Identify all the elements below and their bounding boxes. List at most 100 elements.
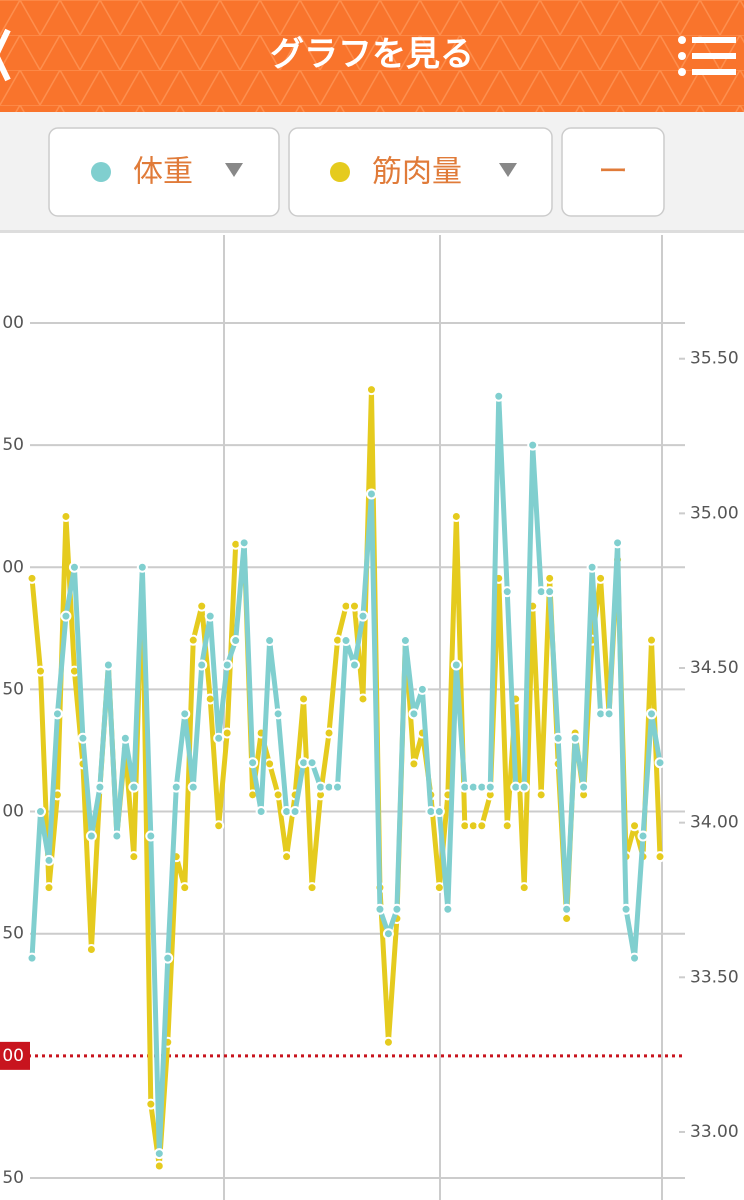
y2-tick-label: 33.00 bbox=[690, 1122, 739, 1142]
data-point bbox=[340, 635, 352, 647]
data-point bbox=[26, 952, 38, 964]
data-point bbox=[374, 903, 386, 915]
data-point bbox=[26, 572, 38, 584]
data-point bbox=[85, 830, 97, 842]
data-point bbox=[221, 727, 233, 739]
data-point bbox=[569, 732, 581, 744]
data-point bbox=[196, 659, 208, 671]
data-point bbox=[637, 830, 649, 842]
back-button[interactable] bbox=[0, 28, 11, 82]
data-point bbox=[145, 830, 157, 842]
data-point bbox=[501, 820, 513, 832]
data-point bbox=[586, 561, 598, 573]
data-point bbox=[544, 572, 556, 584]
data-point bbox=[204, 610, 216, 622]
y-tick-label: 50 bbox=[2, 679, 24, 699]
data-point bbox=[348, 659, 360, 671]
data-point bbox=[535, 789, 547, 801]
data-point bbox=[518, 882, 530, 894]
data-point bbox=[654, 757, 666, 769]
data-point bbox=[323, 727, 335, 739]
target-label-bg bbox=[0, 1041, 30, 1070]
data-point bbox=[179, 882, 191, 894]
data-point bbox=[128, 781, 140, 793]
data-point bbox=[408, 708, 420, 720]
y-tick-label: 50 bbox=[2, 435, 24, 455]
data-point bbox=[561, 913, 573, 925]
data-point bbox=[60, 610, 72, 622]
target-label: 00 bbox=[2, 1046, 24, 1066]
data-point bbox=[187, 634, 199, 646]
selector-label: ー bbox=[598, 155, 628, 190]
data-point bbox=[552, 732, 564, 744]
header-pattern bbox=[0, 0, 744, 112]
data-point bbox=[578, 781, 590, 793]
selector-label: 筋肉量 bbox=[372, 155, 462, 190]
data-point bbox=[153, 1148, 165, 1160]
data-point bbox=[612, 537, 624, 549]
data-point bbox=[544, 586, 556, 598]
data-point bbox=[450, 659, 462, 671]
data-point bbox=[484, 781, 496, 793]
data-point bbox=[654, 851, 666, 863]
data-point bbox=[382, 928, 394, 940]
data-point bbox=[85, 943, 97, 955]
y-tick-label: 00 bbox=[2, 313, 24, 333]
data-point bbox=[187, 781, 199, 793]
data-point bbox=[620, 903, 632, 915]
data-point bbox=[332, 781, 344, 793]
data-point bbox=[399, 635, 411, 647]
data-point bbox=[272, 789, 284, 801]
data-point bbox=[357, 693, 369, 705]
data-point bbox=[442, 903, 454, 915]
data-point bbox=[272, 708, 284, 720]
data-point bbox=[629, 820, 641, 832]
y-tick-label: 00 bbox=[2, 557, 24, 577]
data-point bbox=[298, 693, 310, 705]
data-point bbox=[68, 561, 80, 573]
data-point bbox=[77, 732, 89, 744]
data-point bbox=[348, 600, 360, 612]
data-point bbox=[170, 781, 182, 793]
data-point bbox=[162, 952, 174, 964]
selector-extra[interactable]: ー bbox=[561, 127, 665, 217]
data-point bbox=[501, 586, 513, 598]
data-point bbox=[43, 882, 55, 894]
y2-tick-label: 35.50 bbox=[690, 349, 739, 369]
data-point bbox=[153, 1160, 165, 1172]
data-point bbox=[561, 903, 573, 915]
y2-tick-label: 35.00 bbox=[690, 503, 739, 523]
series-line bbox=[29, 387, 663, 1169]
data-point bbox=[408, 758, 420, 770]
selector-label: 体重 bbox=[133, 155, 193, 190]
data-point bbox=[213, 732, 225, 744]
menu-button[interactable] bbox=[678, 36, 736, 76]
data-point bbox=[629, 952, 641, 964]
selector-muscle[interactable]: 筋肉量 bbox=[288, 127, 553, 217]
data-point bbox=[289, 806, 301, 818]
data-point bbox=[94, 781, 106, 793]
data-point bbox=[264, 635, 276, 647]
data-point bbox=[306, 882, 318, 894]
data-point bbox=[34, 665, 46, 677]
data-point bbox=[416, 683, 428, 695]
y-tick-label: 50 bbox=[2, 924, 24, 944]
data-point bbox=[221, 659, 233, 671]
data-point bbox=[136, 561, 148, 573]
data-point bbox=[196, 600, 208, 612]
data-point bbox=[595, 572, 607, 584]
chart: 00 50 00 50 00 50 50 35.50 35.00 34.50 34.00 33.50 3… bbox=[0, 235, 739, 1200]
data-point bbox=[527, 439, 539, 451]
data-point bbox=[230, 635, 242, 647]
data-point bbox=[365, 488, 377, 500]
data-point bbox=[264, 758, 276, 770]
data-point bbox=[34, 806, 46, 818]
data-point bbox=[493, 390, 505, 402]
data-point bbox=[450, 510, 462, 522]
selector-weight[interactable]: 体重 bbox=[48, 127, 280, 217]
data-point bbox=[357, 610, 369, 622]
data-point bbox=[43, 854, 55, 866]
data-point bbox=[476, 820, 488, 832]
